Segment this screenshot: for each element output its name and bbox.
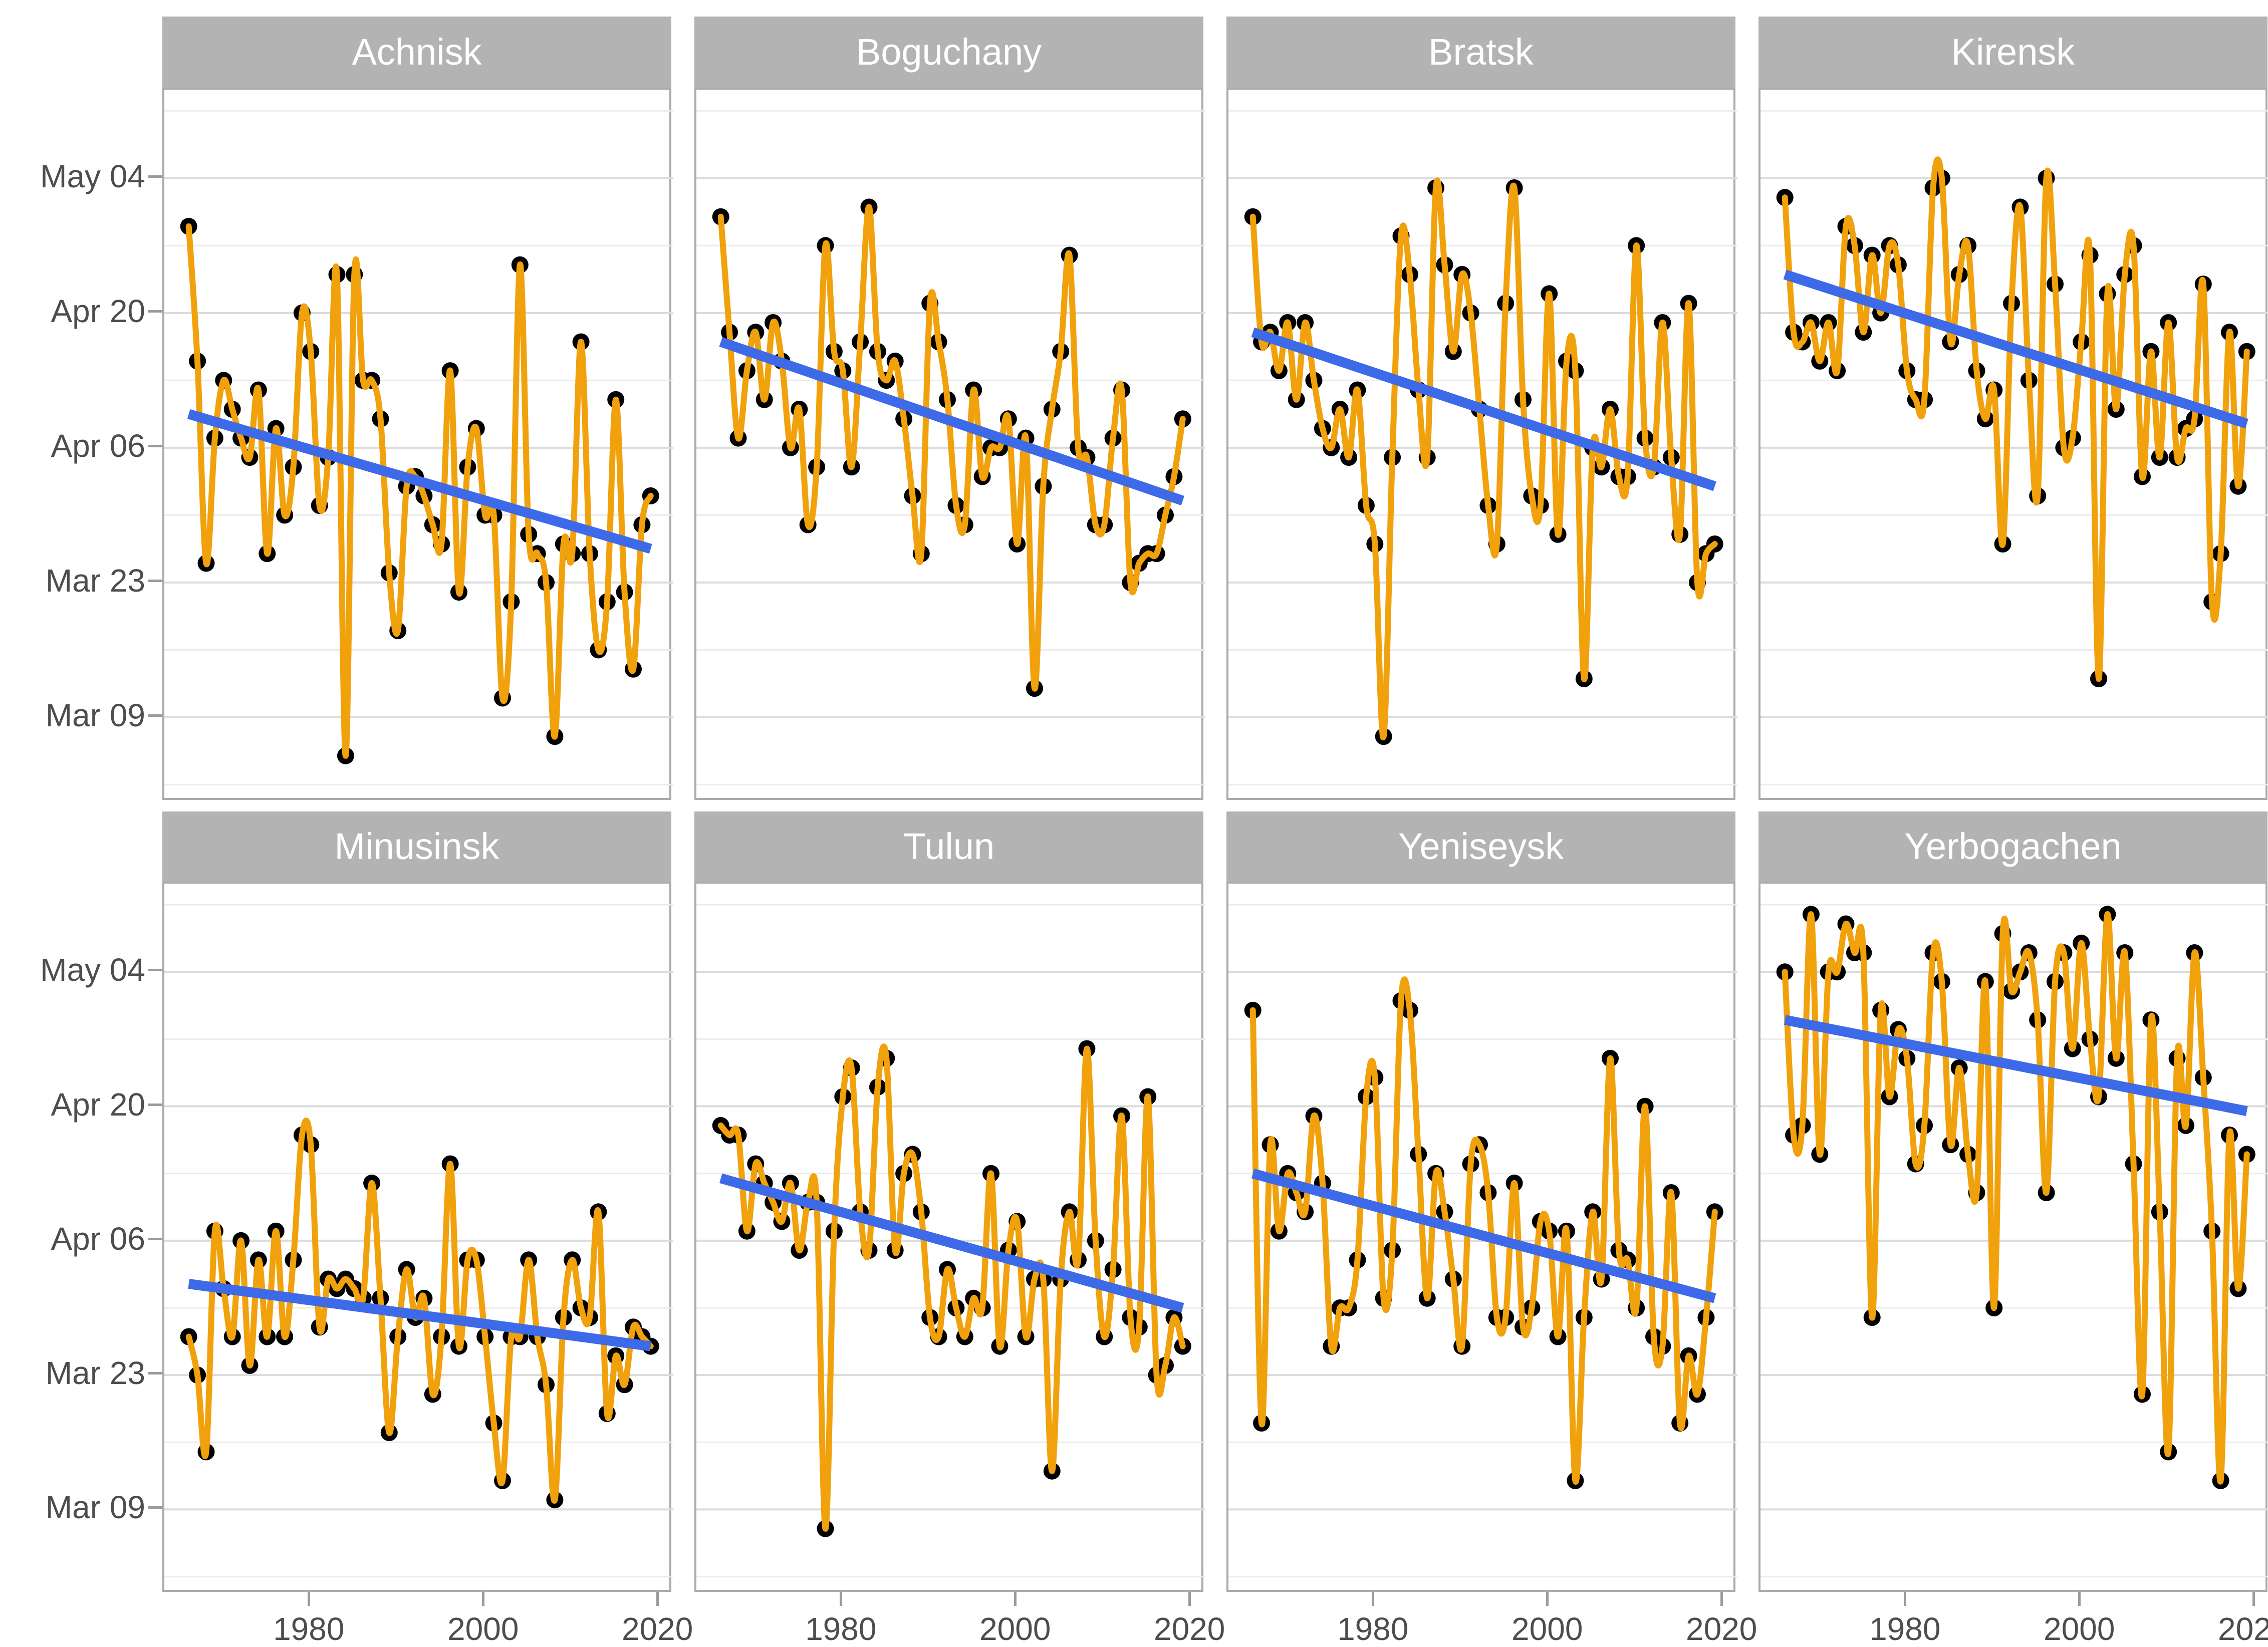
x-axis-label: 2000	[447, 1611, 519, 1647]
facet-title: Achnisk	[352, 31, 482, 73]
y-tick-mark	[148, 1237, 162, 1240]
panel-plot-area	[1228, 904, 1737, 1578]
y-tick-mark	[148, 444, 162, 447]
facet-panel	[1226, 882, 1737, 1592]
facet-title: Kirensk	[1951, 31, 2075, 73]
panel-plot-area	[164, 904, 673, 1578]
y-axis-label: Apr 20	[51, 293, 145, 329]
x-tick-mark	[1188, 1592, 1191, 1606]
facet-strip: Yeniseysk	[1226, 811, 1735, 882]
x-axis-label: 2000	[979, 1611, 1051, 1647]
x-axis-label: 2020	[2217, 1611, 2268, 1647]
series-line	[1782, 911, 2250, 1485]
facet-panel	[694, 882, 1205, 1592]
y-tick-mark	[148, 1372, 162, 1375]
series-line	[185, 223, 654, 759]
facet-strip: Yerbogachen	[1758, 811, 2267, 882]
facet-strip: Minusinsk	[162, 811, 671, 882]
y-tick-mark	[148, 1103, 162, 1106]
x-axis-label: 2000	[2044, 1611, 2115, 1647]
x-tick-mark	[1904, 1592, 1907, 1606]
facet-strip: Boguchany	[694, 17, 1203, 88]
series-line	[717, 204, 1186, 692]
x-tick-mark	[1372, 1592, 1375, 1606]
trend-line	[719, 337, 1185, 505]
x-tick-mark	[482, 1592, 485, 1606]
y-axis-label: Apr 06	[51, 1220, 145, 1257]
facet-panel	[162, 882, 673, 1592]
x-tick-mark	[1014, 1592, 1017, 1606]
panel-plot-area	[696, 904, 1205, 1578]
facet-panel	[1226, 88, 1737, 800]
x-tick-mark	[1720, 1592, 1723, 1606]
trend-line	[1783, 269, 2248, 429]
x-axis-label: 2020	[1153, 1611, 1225, 1647]
trend-line	[188, 1279, 652, 1351]
x-tick-mark	[2252, 1592, 2255, 1606]
y-tick-mark	[148, 1506, 162, 1509]
x-axis-label: 2000	[1511, 1611, 1583, 1647]
x-axis-label: 2020	[1685, 1611, 1757, 1647]
facet-panel	[1758, 882, 2268, 1592]
y-tick-mark	[148, 969, 162, 972]
y-axis-label: Apr 20	[51, 1086, 145, 1123]
facet-title: Minusinsk	[334, 826, 499, 867]
facet-title: Tulun	[903, 826, 995, 867]
x-tick-mark	[2078, 1592, 2081, 1606]
x-axis-label: 2020	[621, 1611, 693, 1647]
series-line	[1249, 177, 1718, 741]
panel-plot-area	[1760, 110, 2268, 785]
facet-strip: Kirensk	[1758, 17, 2267, 88]
facet-title: Bratsk	[1428, 31, 1534, 73]
y-axis-label: May 04	[40, 952, 145, 988]
x-axis-label: 1980	[805, 1611, 877, 1647]
y-axis-label: Mar 23	[45, 562, 145, 599]
trend-line	[1784, 1015, 2248, 1116]
x-axis-label: 1980	[1869, 1611, 1941, 1647]
y-tick-mark	[148, 714, 162, 717]
series-line	[1782, 156, 2250, 682]
series-line	[717, 1043, 1186, 1532]
x-tick-mark	[840, 1592, 843, 1606]
facet-panel	[162, 88, 673, 800]
trend-line	[1251, 1169, 1716, 1303]
y-axis-label: Apr 06	[51, 427, 145, 464]
x-axis-label: 1980	[273, 1611, 345, 1647]
x-tick-mark	[656, 1592, 659, 1606]
trend-line	[187, 409, 652, 554]
trend-line	[719, 1173, 1184, 1313]
y-tick-mark	[148, 579, 162, 582]
facet-panel	[694, 88, 1205, 800]
y-axis-label: May 04	[40, 158, 145, 194]
y-axis-label: Mar 09	[45, 1489, 145, 1526]
facet-panel	[1758, 88, 2268, 800]
trend-line	[1251, 327, 1716, 491]
facet-strip: Tulun	[694, 811, 1203, 882]
x-tick-mark	[308, 1592, 311, 1606]
panel-plot-area	[696, 110, 1205, 785]
panel-plot-area	[164, 110, 673, 785]
series-line	[1249, 976, 1718, 1485]
facet-title: Yeniseysk	[1398, 826, 1564, 867]
facet-title: Boguchany	[856, 31, 1042, 73]
x-tick-mark	[1546, 1592, 1549, 1606]
y-axis-label: Mar 09	[45, 697, 145, 733]
x-axis-label: 1980	[1337, 1611, 1409, 1647]
y-tick-mark	[148, 310, 162, 313]
y-tick-mark	[148, 175, 162, 178]
y-axis-label: Mar 23	[45, 1355, 145, 1392]
panel-plot-area	[1760, 904, 2268, 1578]
facet-strip: Bratsk	[1226, 17, 1735, 88]
panel-plot-area	[1228, 110, 1737, 785]
facet-title: Yerbogachen	[1904, 826, 2122, 867]
facet-strip: Achnisk	[162, 17, 671, 88]
